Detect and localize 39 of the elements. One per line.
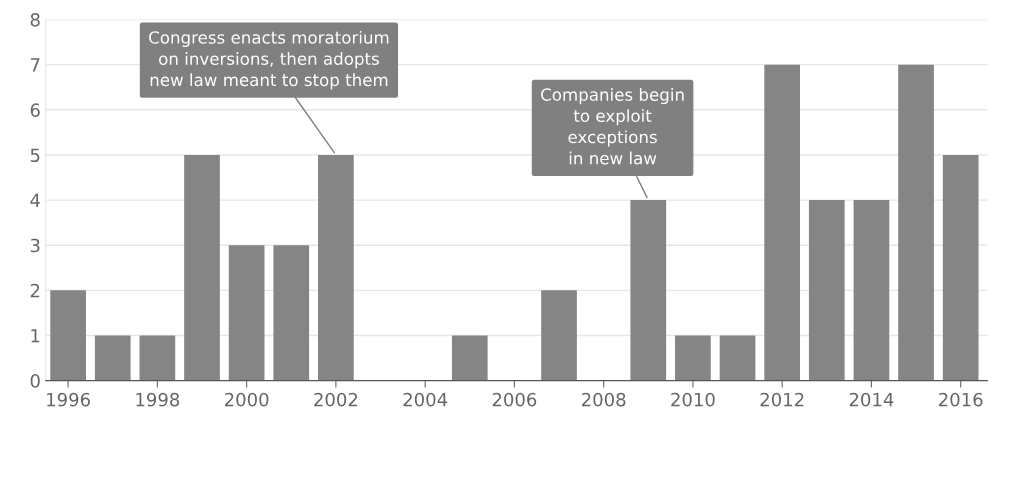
- y-tick-label: 7: [30, 58, 40, 72]
- bar: [808, 200, 845, 381]
- y-tick-label: 3: [30, 238, 40, 253]
- y-tick-label: 0: [30, 374, 40, 388]
- bar: [184, 154, 220, 381]
- x-tick-label: 2004: [403, 392, 448, 407]
- y-tick-label: 6: [30, 103, 40, 117]
- x-tick-label: 2008: [582, 392, 626, 407]
- x-tick-label: 2016: [939, 392, 983, 407]
- x-tick-label: 2010: [671, 392, 715, 407]
- bar: [94, 335, 131, 381]
- bar: [942, 154, 979, 381]
- bar: [541, 290, 577, 381]
- annotation: Companies begin to exploit exceptions in new law: [541, 88, 684, 165]
- x-tick-label: 1998: [136, 392, 180, 407]
- x-tick-label: 2014: [849, 392, 894, 407]
- bar: [764, 64, 801, 381]
- bar: [50, 290, 86, 381]
- x-tick-label: 2002: [314, 392, 358, 407]
- y-tick-label: 5: [30, 148, 40, 163]
- bar: [630, 200, 667, 381]
- bar: [719, 335, 756, 381]
- bar: [228, 245, 265, 381]
- x-tick-label: 2012: [760, 392, 804, 407]
- y-tick-label: 2: [30, 283, 40, 298]
- bar: [675, 335, 711, 381]
- bar: [139, 335, 176, 381]
- annotation: Congress enacts moratorium on inversions, then adopts new law meant to stop them: [149, 30, 389, 90]
- x-tick-label: 2006: [492, 392, 537, 407]
- x-tick-label: 1996: [47, 392, 90, 407]
- bar: [853, 200, 890, 381]
- x-tick-label: 2000: [224, 392, 269, 407]
- bar: [898, 64, 934, 381]
- y-tick-label: 4: [30, 193, 40, 207]
- bar: [273, 245, 310, 381]
- bar: [318, 154, 354, 381]
- y-tick-label: 1: [31, 329, 40, 343]
- y-tick-label: 8: [30, 12, 40, 27]
- bar: [451, 335, 488, 381]
